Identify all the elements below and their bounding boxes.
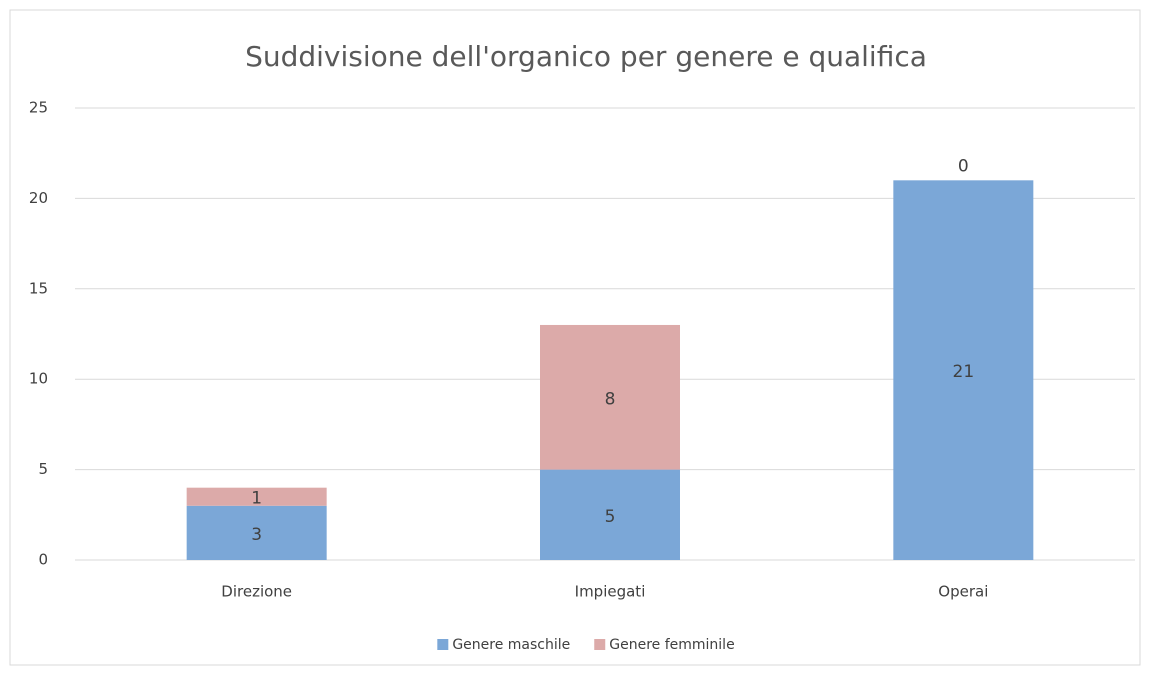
legend-label: Genere femminile <box>609 637 734 653</box>
data-label: 3 <box>251 525 262 545</box>
x-tick-label: Impiegati <box>575 583 646 601</box>
legend-swatch <box>437 639 449 650</box>
legend-label: Genere maschile <box>452 637 570 653</box>
data-label: 21 <box>953 362 975 382</box>
bar-segment <box>540 324 680 470</box>
y-tick-label: 15 <box>29 279 48 297</box>
bar-segment <box>186 487 327 506</box>
data-label: 8 <box>605 389 616 409</box>
chart-title: Suddivisione dell'organico per genere e … <box>245 40 927 73</box>
x-tick-label: Operai <box>938 583 988 601</box>
x-tick-label: Direzione <box>221 583 292 601</box>
legend-swatch <box>594 639 606 650</box>
bar-segment <box>186 505 327 560</box>
y-tick-label: 0 <box>38 551 48 569</box>
data-label: 1 <box>251 489 262 509</box>
y-tick-label: 5 <box>38 460 48 478</box>
y-tick-label: 25 <box>29 99 48 117</box>
y-tick-label: 20 <box>29 189 48 207</box>
bar-segment <box>893 180 1034 560</box>
data-label: 5 <box>605 507 616 527</box>
bar-segment <box>540 469 680 560</box>
y-tick-label: 10 <box>29 370 48 388</box>
data-label: 0 <box>958 156 969 176</box>
